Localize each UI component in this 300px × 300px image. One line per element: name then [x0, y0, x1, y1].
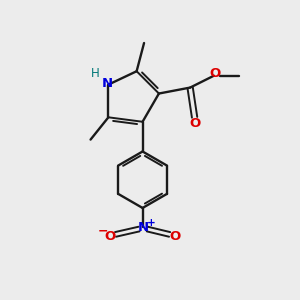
Text: N: N	[102, 77, 113, 90]
Text: O: O	[104, 230, 115, 243]
Text: H: H	[91, 67, 99, 80]
Text: O: O	[209, 68, 221, 80]
Text: +: +	[147, 218, 156, 227]
Text: O: O	[169, 230, 181, 243]
Text: −: −	[98, 224, 108, 237]
Text: O: O	[189, 117, 200, 130]
Text: N: N	[138, 221, 149, 234]
